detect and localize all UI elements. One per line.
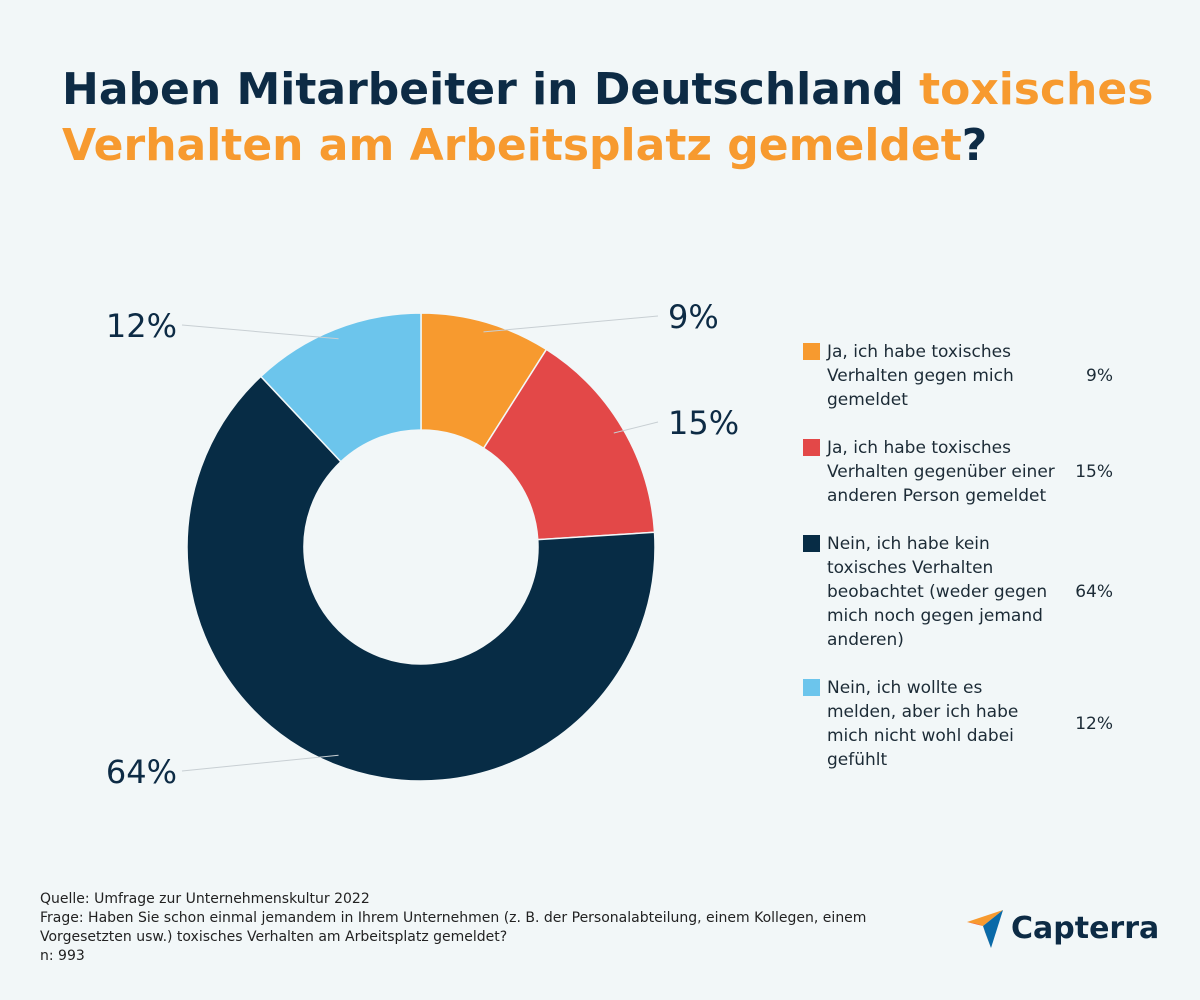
legend-item: Ja, ich habe toxisches Verhalten gegenüb…: [803, 436, 1113, 508]
source-note: Quelle: Umfrage zur Unternehmenskultur 2…: [40, 891, 370, 907]
legend-item: Ja, ich habe toxisches Verhalten gegen m…: [803, 340, 1113, 412]
title-part-1: Haben Mitarbeiter in Deutschland: [62, 64, 920, 115]
legend-value: 64%: [1075, 582, 1113, 602]
chart-title: Haben Mitarbeiter in Deutschland toxisch…: [62, 62, 1172, 174]
legend-swatch: [803, 439, 820, 456]
legend-label: Nein, ich habe kein toxisches Verhalten …: [827, 534, 1048, 650]
footer-notes: Quelle: Umfrage zur Unternehmenskultur 2…: [40, 890, 940, 966]
title-highlight: toxisches Verhalten am Arbeitsplatz geme…: [62, 64, 1154, 171]
legend-label: Ja, ich habe toxisches Verhalten gegenüb…: [827, 438, 1055, 506]
legend-value: 12%: [1075, 714, 1113, 734]
slice-data-label: 15%: [668, 404, 739, 442]
leader-line: [181, 324, 339, 340]
legend: Ja, ich habe toxisches Verhalten gegen m…: [803, 340, 1113, 796]
slice-data-label: 64%: [106, 753, 177, 791]
question-note-line-2: Vorgesetzten usw.) toxisches Verhalten a…: [40, 929, 508, 945]
legend-item: Nein, ich habe kein toxisches Verhalten …: [803, 532, 1113, 652]
legend-label: Ja, ich habe toxisches Verhalten gegen m…: [827, 342, 1014, 410]
title-part-2: ?: [961, 120, 988, 171]
leader-line: [483, 315, 659, 333]
leader-line: [181, 754, 339, 772]
donut-slice: [482, 348, 656, 541]
legend-value: 9%: [1086, 366, 1113, 386]
legend-value: 15%: [1075, 462, 1113, 482]
legend-swatch: [803, 679, 820, 696]
donut-slice: [259, 312, 422, 463]
sample-size-note: n: 993: [40, 948, 85, 964]
question-note-line-1: Frage: Haben Sie schon einmal jemandem i…: [40, 910, 867, 926]
legend-item: Nein, ich wollte es melden, aber ich hab…: [803, 676, 1113, 772]
donut-slice: [186, 375, 656, 782]
legend-label: Nein, ich wollte es melden, aber ich hab…: [827, 678, 1019, 770]
legend-swatch: [803, 343, 820, 360]
slice-data-label: 12%: [106, 307, 177, 345]
legend-swatch: [803, 535, 820, 552]
slice-data-label: 9%: [668, 298, 719, 336]
capterra-arrow-icon: [967, 910, 1003, 948]
leader-line: [613, 421, 659, 434]
capterra-wordmark: Capterra: [1011, 910, 1160, 946]
capterra-logo: Capterra: [967, 908, 1159, 948]
